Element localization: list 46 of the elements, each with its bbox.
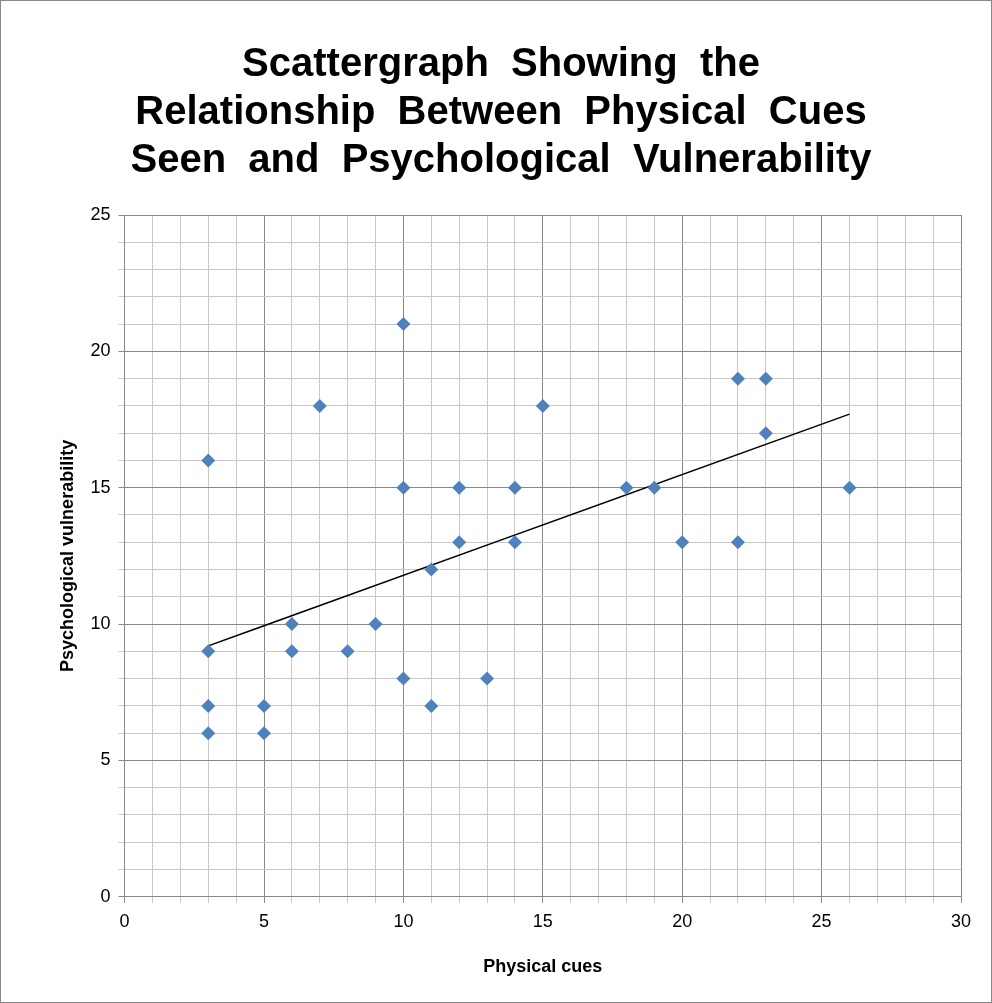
point — [424, 562, 439, 577]
y-tick-label: 20 — [90, 340, 111, 361]
point — [284, 644, 299, 659]
point — [201, 698, 216, 713]
point — [452, 535, 467, 550]
point — [201, 726, 216, 741]
point — [257, 698, 272, 713]
point — [396, 671, 411, 686]
x-tick-label: 5 — [259, 910, 270, 931]
point — [842, 480, 857, 495]
point — [535, 398, 550, 413]
point — [201, 644, 216, 659]
point — [480, 671, 495, 686]
y-tick-label: 5 — [100, 749, 111, 770]
point — [507, 535, 522, 550]
point — [201, 453, 216, 468]
point — [396, 480, 411, 495]
point — [730, 371, 745, 386]
x-tick-label: 10 — [393, 910, 414, 931]
point — [675, 535, 690, 550]
point — [730, 535, 745, 550]
y-tick-label: 15 — [90, 476, 111, 497]
point — [452, 480, 467, 495]
point — [758, 371, 773, 386]
x-tick-label: 30 — [950, 910, 972, 931]
point — [647, 480, 662, 495]
x-axis-title: Physical cues — [483, 956, 603, 977]
y-axis-title: Psychological vulnerability — [56, 439, 77, 672]
y-tick-label: 25 — [90, 203, 111, 224]
point — [424, 698, 439, 713]
x-tick-label: 15 — [532, 910, 553, 931]
y-tick-label: 0 — [100, 885, 111, 906]
y-tick-label: 10 — [90, 613, 111, 634]
x-tick-label: 25 — [811, 910, 832, 931]
point — [284, 617, 299, 632]
point — [619, 480, 634, 495]
x-tick-label: 0 — [119, 910, 130, 931]
point — [340, 644, 355, 659]
point — [312, 398, 327, 413]
chart-title: Scattergraph Showing the Relationship Between Physical Cues Seen and Psychological Vulnerability — [130, 40, 873, 181]
point — [758, 426, 773, 441]
point — [507, 480, 522, 495]
point — [368, 617, 383, 632]
point — [396, 317, 411, 332]
point — [257, 726, 272, 741]
x-tick-label: 20 — [672, 910, 693, 931]
